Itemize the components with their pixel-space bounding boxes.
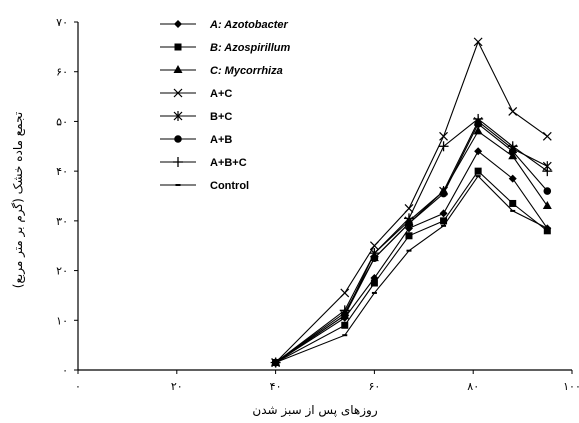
- legend-label: A+C: [210, 88, 232, 100]
- legend-label: A+B+C: [210, 157, 247, 169]
- y-tick-label: ۱۰: [56, 314, 68, 327]
- y-tick-label: ۶۰: [56, 66, 68, 79]
- ticks: ۰ ۱۰ ۲۰ ۳۰ ۴۰ ۵۰ ۶۰ ۷۰ ۰ ۲۰ ۴۰ ۶۰ ۸۰ ۱۰۰: [56, 16, 579, 393]
- legend-item-b-azospirillum: B: Azospirillum: [160, 42, 290, 54]
- y-tick-label: ۴۰: [56, 165, 68, 178]
- y-tick-label: ۳۰: [56, 215, 68, 228]
- series-line-a-c: [275, 40, 548, 363]
- data-point-a-b-c: [339, 305, 350, 316]
- data-point-a-b-c: [507, 141, 518, 152]
- series-c-mycorrhiza: [271, 126, 552, 366]
- data-point-c-mycorrhiza: [508, 151, 518, 160]
- legend-item-control: Control: [160, 180, 249, 192]
- data-point-b-azospirillum: [509, 199, 517, 207]
- legend-marker: [173, 65, 183, 73]
- y-tick-label: ۵۰: [56, 115, 68, 128]
- data-point-a-b-c: [403, 213, 414, 224]
- series-line-a-b-c: [275, 118, 548, 363]
- series-line-a-b: [275, 123, 548, 363]
- x-axis-title: روزهای پس از سبز شدن: [252, 403, 377, 418]
- series-line-a-azotobacter: [275, 150, 548, 363]
- legend-item-a-b: A+B: [160, 134, 232, 146]
- data-point-c-mycorrhiza: [473, 126, 483, 135]
- data-point-a-azotobacter: [439, 209, 448, 218]
- x-tick-label: ۴۰: [270, 380, 282, 393]
- data-point-a-b-c: [438, 141, 449, 152]
- legend-item-b-c: B+C: [160, 111, 232, 123]
- series-line-c-mycorrhiza: [275, 130, 548, 363]
- legend-label: Control: [210, 180, 249, 192]
- x-tick-label: ۱۰۰: [563, 380, 579, 393]
- legend-marker: [173, 88, 183, 98]
- y-tick-label: ۷۰: [56, 16, 68, 29]
- x-tick-label: ۲۰: [171, 380, 183, 393]
- series-control: [273, 175, 550, 364]
- legend-label: A: Azotobacter: [209, 19, 289, 31]
- legend-marker: [174, 43, 182, 51]
- data-point-b-azospirillum: [440, 217, 448, 225]
- legend: A: Azotobacter B: Azospirillum C: Mycorrhi…: [160, 19, 290, 192]
- legend-marker: [174, 135, 182, 143]
- legend-item-a-b-c: A+B+C: [160, 157, 247, 169]
- data-point-b-azospirillum: [405, 232, 413, 240]
- axes: [77, 22, 572, 371]
- series-line-b-azospirillum: [275, 170, 548, 363]
- data-point-a-b: [543, 187, 552, 195]
- data-point-a-azotobacter: [474, 147, 483, 156]
- data-point-a-b-c: [369, 248, 380, 259]
- legend-label: C: Mycorrhiza: [210, 65, 283, 77]
- data-point-a-c: [369, 241, 379, 251]
- data-point-b-azospirillum: [474, 167, 482, 175]
- x-tick-label: ۸۰: [467, 380, 479, 393]
- x-tick-label: ۶۰: [368, 380, 380, 393]
- data-point-a-c: [439, 131, 448, 141]
- legend-item-a-azotobacter: A: Azotobacter: [160, 19, 289, 31]
- data-point-a-azotobacter: [508, 174, 517, 183]
- legend-label: A+B: [210, 134, 232, 146]
- x-tick-label: ۰: [75, 380, 81, 393]
- data-point-a-c: [508, 107, 518, 116]
- data-point-a-b: [439, 189, 448, 198]
- series-a-b: [271, 120, 552, 367]
- y-axis-title: تجمع ماده خشک (گرم بر متر مربع): [11, 112, 26, 288]
- data-point-b-azospirillum: [370, 279, 378, 287]
- y-tick-label: ۰: [62, 364, 68, 377]
- legend-item-c-mycorrhiza: C: Mycorrhiza: [160, 65, 283, 77]
- legend-label: B+C: [210, 111, 232, 123]
- data-point-a-b-c: [542, 166, 553, 177]
- data-point-a-c: [340, 288, 350, 298]
- data-point-c-mycorrhiza: [542, 200, 552, 209]
- legend-label: B: Azospirillum: [210, 42, 290, 54]
- series-layer: [270, 37, 553, 368]
- legend-marker: [173, 111, 183, 121]
- y-tick-label: ۲۰: [56, 265, 68, 278]
- series-line-b-c: [275, 120, 548, 363]
- legend-marker: [173, 157, 183, 167]
- series-line-control: [275, 175, 548, 364]
- legend-item-a-c: A+C: [160, 88, 232, 100]
- series-a-b-c: [270, 113, 553, 368]
- data-point-a-b-c: [473, 113, 484, 124]
- data-point-b-azospirillum: [543, 227, 551, 235]
- legend-marker: [174, 20, 182, 28]
- data-point-a-c: [542, 131, 552, 141]
- data-point-a-c: [473, 37, 483, 47]
- data-point-a-c: [404, 204, 414, 213]
- data-point-b-azospirillum: [341, 321, 349, 329]
